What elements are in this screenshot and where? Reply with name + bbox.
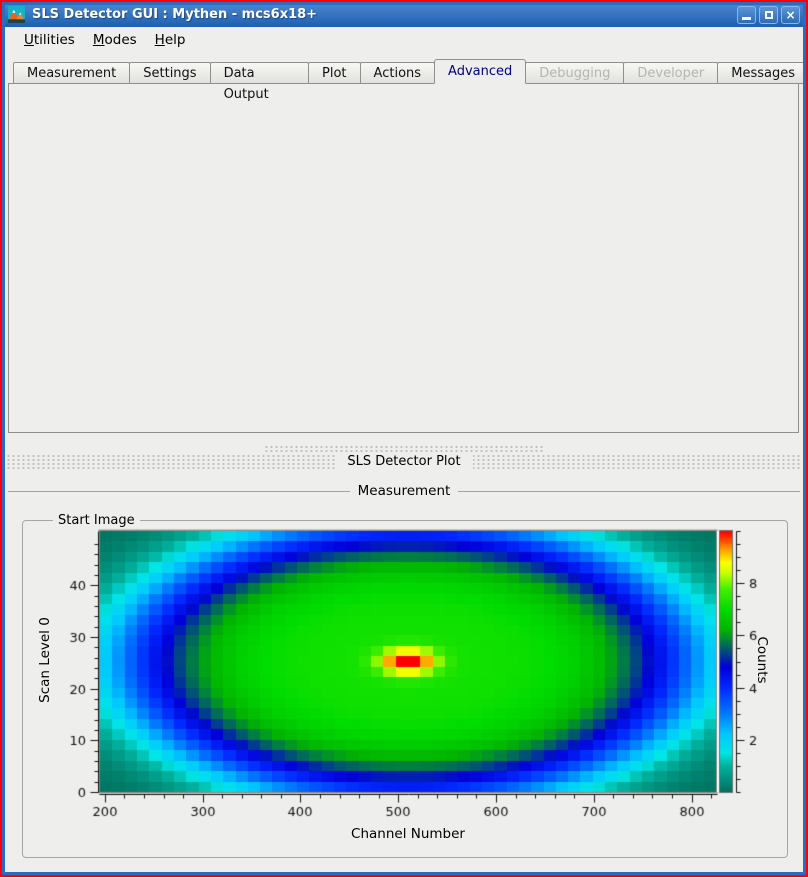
- tab-actions[interactable]: Actions: [359, 62, 436, 84]
- tab-advanced[interactable]: Advanced: [434, 59, 527, 84]
- tab-messages[interactable]: Messages: [717, 62, 808, 84]
- menu-item-utilities[interactable]: Utilities: [24, 32, 75, 48]
- minimize-button[interactable]: [737, 5, 756, 24]
- tab-developer: Developer: [623, 62, 719, 84]
- close-icon: ×: [785, 7, 796, 22]
- minimize-icon: [742, 16, 751, 20]
- x-axis-title: Channel Number: [351, 826, 465, 842]
- tab-plot[interactable]: Plot: [308, 62, 361, 84]
- app-icon: [8, 6, 25, 23]
- tab-debugging: Debugging: [525, 62, 625, 84]
- close-button[interactable]: ×: [781, 5, 800, 24]
- plot-dock-title: SLS Detector Plot: [335, 454, 473, 469]
- titlebar[interactable]: SLS Detector GUI : Mythen - mcs6x18+ ×: [2, 2, 806, 27]
- menubar: Utilities Modes Help: [5, 27, 803, 53]
- window-title: SLS Detector GUI : Mythen - mcs6x18+: [32, 7, 318, 22]
- tab-measurement[interactable]: Measurement: [13, 62, 131, 84]
- window-controls: ×: [737, 5, 800, 24]
- maximize-icon: [764, 10, 773, 19]
- colorbar-title: Counts: [754, 636, 770, 684]
- tab-settings[interactable]: Settings: [129, 62, 211, 84]
- plot-dock-titlebar[interactable]: SLS Detector Plot: [6, 454, 802, 469]
- splitter-handle[interactable]: [264, 445, 544, 453]
- maximize-button[interactable]: [759, 5, 778, 24]
- y-axis-title: Scan Level 0: [37, 617, 53, 703]
- measurement-heading: Measurement: [8, 483, 800, 499]
- tab-bar: Measurement Settings Data Output Plot Action…: [13, 59, 808, 102]
- menu-item-modes[interactable]: Modes: [92, 32, 137, 48]
- tab-data-output[interactable]: Data Output: [209, 62, 310, 102]
- heatmap-canvas[interactable]: [23, 521, 785, 855]
- measurement-heading-label: Measurement: [357, 483, 451, 499]
- divider-line: [8, 490, 350, 492]
- menu-item-help[interactable]: Help: [154, 32, 186, 48]
- advanced-tab-pane: [8, 83, 799, 433]
- divider-line: [458, 490, 800, 492]
